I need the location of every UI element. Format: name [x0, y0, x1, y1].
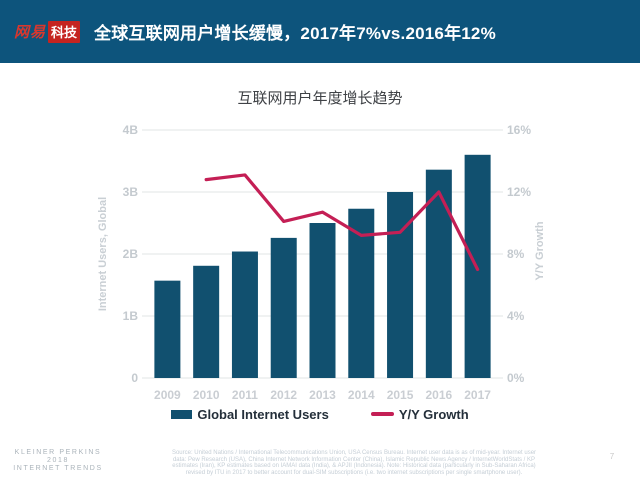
growth-line: [204, 173, 480, 272]
legend-item-line: Y/Y Growth: [370, 406, 469, 422]
x-axis-label-2016: 2016: [425, 388, 452, 402]
legend-item-bars: Global Internet Users: [171, 406, 329, 422]
x-axis-label-2013: 2013: [309, 388, 336, 402]
bar-2012: [270, 237, 297, 378]
right-axis-tick: 0%: [507, 371, 525, 385]
bar-swatch-icon: [171, 409, 193, 419]
x-axis-label-2009: 2009: [154, 388, 181, 402]
brand-netease-text: 网易: [14, 24, 47, 41]
bar-2009: [154, 280, 181, 378]
left-axis-tick: 0: [131, 371, 138, 385]
legend-label-bars: Global Internet Users: [197, 406, 329, 422]
brand-logo: 网易 科技: [14, 20, 81, 43]
bar-2016: [425, 169, 452, 378]
kp-brand-line: INTERNET TRENDS: [13, 465, 103, 472]
x-axis-label-2010: 2010: [193, 388, 220, 402]
legend-label-line: Y/Y Growth: [398, 406, 469, 422]
bar-2013: [309, 223, 336, 378]
header-title: 全球互联网用户增长缓慢，2017年7%vs.2016年12%: [94, 24, 496, 43]
x-axis-label-2017: 2017: [464, 388, 491, 402]
source-line: revised by ITU in 2017 to better account…: [185, 469, 523, 476]
line-swatch-icon: [370, 412, 394, 416]
brand-tech-badge: 科技: [48, 20, 81, 43]
right-axis-tick: 12%: [507, 185, 531, 199]
left-axis-tick: 4B: [123, 123, 139, 137]
left-axis-tick: 1B: [123, 309, 139, 323]
right-axis-tick: 8%: [507, 247, 525, 261]
bar-2010: [193, 265, 220, 378]
left-axis-tick: 3B: [123, 185, 139, 199]
source-line: Source: United Nations / International T…: [171, 450, 537, 456]
bar-2011: [231, 251, 258, 378]
x-axis-label-2014: 2014: [348, 388, 375, 402]
right-axis-tick: 16%: [507, 123, 531, 137]
chart-title: 互联网用户年度增长趋势: [237, 90, 403, 107]
page-number: 7: [609, 452, 615, 461]
chart-legend: Global Internet Users Y/Y Growth: [0, 403, 640, 425]
left-axis-tick: 2B: [123, 247, 139, 261]
chart-plot: 0 0% 1B 4% 2B 8% 3B 12% 4B 16% 2009 2010 2011 2012 201…: [123, 123, 532, 402]
kleiner-perkins-brand: KLEINER PERKINS 2018 INTERNET TRENDS: [8, 449, 108, 473]
kp-brand-line: 2018: [47, 457, 69, 464]
bar-2015: [387, 192, 414, 378]
source-note: Source: United Nations / International T…: [156, 450, 552, 476]
header: 网易 科技 全球互联网用户增长缓慢，2017年7%vs.2016年12%: [0, 0, 640, 63]
x-axis-label-2012: 2012: [270, 388, 297, 402]
x-axis-label-2015: 2015: [387, 388, 414, 402]
left-axis-title: Internet Users, Global: [97, 196, 109, 312]
x-axis-label-2011: 2011: [232, 388, 258, 402]
right-axis-title: Y/Y Growth: [534, 221, 546, 281]
right-axis-tick: 4%: [507, 309, 525, 323]
source-line: data: Pew Research (USA), China Internet…: [172, 456, 536, 463]
kp-brand-line: KLEINER PERKINS: [14, 449, 102, 456]
source-line: estimates (Iran), KP estimates based on …: [172, 463, 536, 469]
